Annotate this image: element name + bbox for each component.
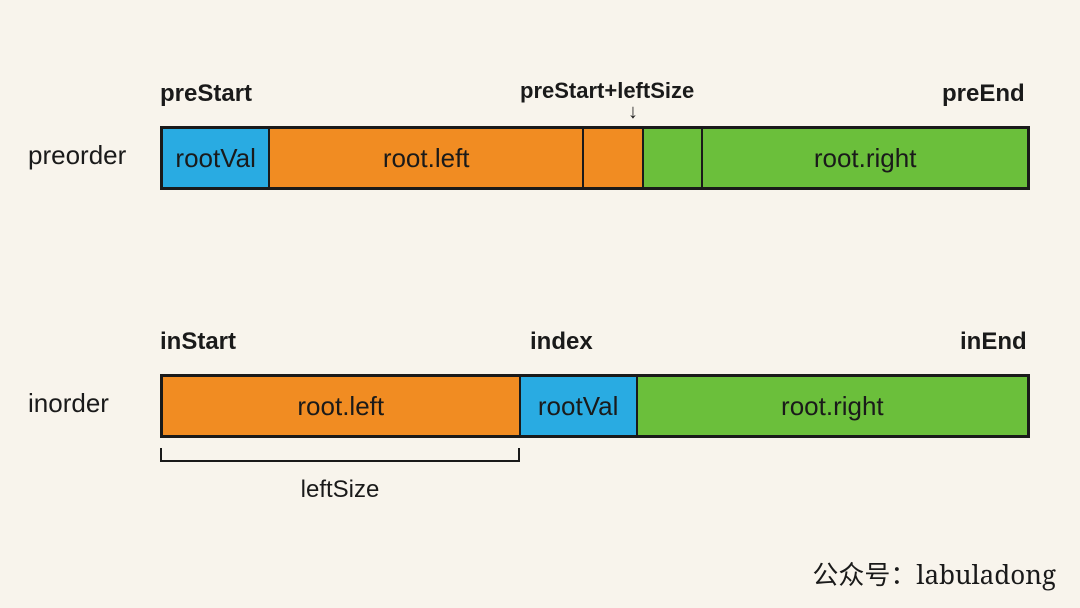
- segment-rootVal: rootVal: [521, 377, 638, 435]
- leftsize-label: leftSize: [160, 476, 520, 504]
- diagram-canvas: preorder preStart preStart+leftSize ↓ pr…: [0, 0, 1080, 608]
- segment-rootRight: root.right: [703, 129, 1027, 187]
- label-inend: inEnd: [960, 328, 1027, 356]
- leftsize-bracket: leftSize: [160, 448, 520, 504]
- inorder-row-label: inorder: [28, 388, 109, 419]
- arrow-down-icon: ↓: [628, 102, 638, 122]
- label-prestart: preStart: [160, 80, 252, 108]
- label-instart: inStart: [160, 328, 236, 356]
- label-prestart-plus-leftsize: preStart+leftSize: [520, 78, 694, 104]
- segment-rootLeft: root.left: [163, 377, 521, 435]
- preorder-bar: rootValroot.left root.right: [160, 126, 1030, 190]
- label-index: index: [530, 328, 593, 356]
- inorder-bar: root.leftrootValroot.right: [160, 374, 1030, 438]
- watermark-text: 公众号：labuladong: [812, 555, 1056, 592]
- segment-rootVal: rootVal: [163, 129, 270, 187]
- label-preend: preEnd: [942, 80, 1025, 108]
- preorder-row-label: preorder: [28, 140, 126, 171]
- segment-gapGreen: [644, 129, 704, 187]
- segment-rootLeftA: root.left: [270, 129, 584, 187]
- segment-rootRight: root.right: [638, 377, 1027, 435]
- segment-gapOrange: [584, 129, 644, 187]
